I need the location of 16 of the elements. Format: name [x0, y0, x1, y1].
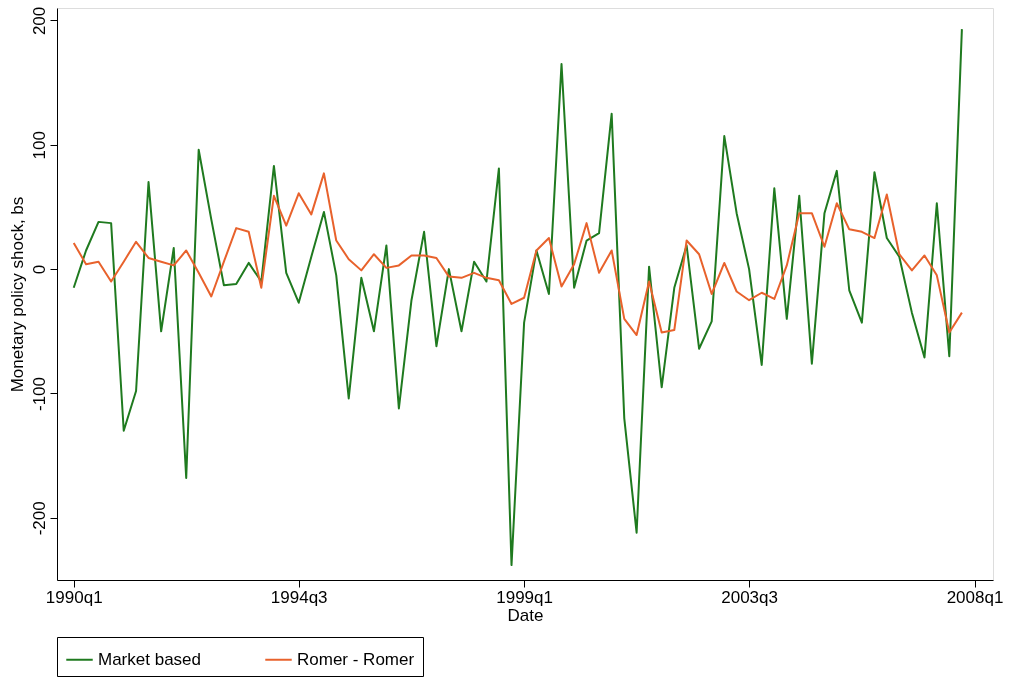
line-series [72, 28, 963, 567]
x-tick-label: 1990q1 [45, 587, 103, 607]
x-tick-label: 2003q3 [721, 587, 778, 607]
y-tick-label: 100 [29, 131, 49, 160]
x-tick-label: 1999q1 [496, 587, 553, 607]
line-series [72, 172, 963, 337]
legend-label: Romer - Romer [297, 649, 415, 669]
y-tick-label: -200 [29, 501, 49, 536]
y-tick-label: 0 [29, 264, 49, 275]
y-tick-label: -100 [29, 376, 49, 411]
x-tick-label: 2008q1 [946, 587, 1004, 607]
y-tick-label: 200 [29, 6, 49, 36]
y-axis-title: Monetary policy shock, bs [7, 196, 27, 393]
legend-label: Market based [98, 649, 201, 669]
x-axis-title: Date [507, 605, 544, 625]
x-tick-label: 1994q3 [270, 587, 328, 607]
